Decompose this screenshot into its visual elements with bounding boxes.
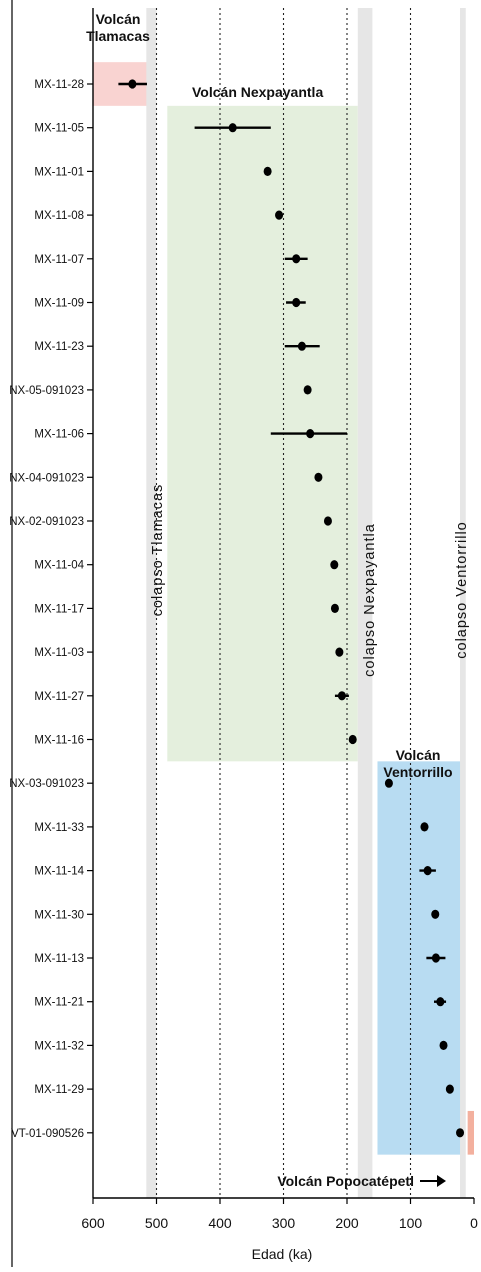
x-axis-title: Edad (ka) (252, 1246, 313, 1262)
x-tick-label: 500 (145, 1215, 169, 1231)
label-layer: Volcán Tlamacas Volcán Nexpayantla Volcán Ve… (86, 11, 470, 1189)
data-point (456, 1128, 465, 1138)
sample-label: MX-11-32 (34, 1040, 84, 1052)
collapse-label-tlamacas: colapso Tlamacas (150, 484, 166, 617)
sample-label: MX-11-28 (34, 79, 84, 91)
sample-label: MX-11-13 (34, 953, 84, 965)
data-point (292, 297, 301, 308)
data-point (314, 472, 323, 482)
data-layer (118, 79, 465, 1138)
data-point (439, 1040, 448, 1050)
sample-label: MX-11-16 (34, 735, 84, 747)
region-label-nexpayantla: Volcán Nexpayantla (192, 84, 323, 100)
sample-label: MX-11-29 (34, 1084, 84, 1096)
sample-label: NX-04-091023 (9, 472, 84, 484)
data-point (263, 166, 272, 176)
sample-label: MX-11-07 (34, 254, 84, 266)
sample-label: MX-11-08 (34, 210, 84, 222)
data-point (297, 341, 306, 351)
sample-label: MX-11-01 (34, 166, 84, 178)
region-popocatepetl (467, 1110, 474, 1155)
sample-label: MX-11-33 (34, 822, 84, 834)
sample-label: MX-11-23 (34, 341, 84, 353)
sample-label: MX-11-06 (34, 429, 84, 441)
collapse-band-layer (146, 8, 466, 1198)
data-point (306, 429, 315, 439)
sample-label: NX-05-091023 (9, 385, 84, 397)
collapse-label-ventorrillo: colapso Ventorrillo (454, 521, 470, 659)
collapse-label-nexpayantla: colapso Nexpayantla (362, 523, 378, 677)
sample-label: MX-11-04 (34, 560, 84, 572)
data-point (275, 210, 284, 220)
sample-label: VT-01-090526 (11, 1128, 84, 1140)
x-tick-label: 600 (81, 1215, 105, 1231)
data-point (436, 997, 445, 1007)
data-point (303, 385, 312, 395)
x-tick-label: 0 (470, 1215, 478, 1231)
sample-label: MX-11-03 (34, 647, 84, 659)
x-tick-label: 100 (399, 1215, 423, 1231)
x-tick-label: 200 (335, 1215, 359, 1231)
data-point (431, 909, 440, 919)
data-point (431, 953, 440, 963)
sample-label: MX-11-05 (34, 123, 84, 135)
x-tick-label: 300 (272, 1215, 296, 1231)
data-point (337, 691, 346, 701)
data-point (330, 560, 339, 570)
sample-label: MX-11-27 (34, 691, 84, 703)
axis-layer: 600 500 400 300 200 100 0 MX-11-28 MX-11-05 MX-11… (9, 0, 478, 1267)
data-point (420, 822, 429, 832)
sample-label: MX-11-30 (34, 909, 84, 921)
sample-label: MX-11-14 (34, 866, 84, 878)
region-label-popocatepetl: Volcán Popocatépetl (277, 1173, 414, 1189)
grid-layer (155, 8, 412, 1198)
data-point (323, 516, 332, 526)
region-label-tlamacas: Volcán Tlamacas (86, 11, 150, 44)
data-point (335, 647, 344, 657)
collapse-band-tlamacas (146, 8, 157, 1198)
data-point (445, 1084, 454, 1094)
data-point (292, 254, 301, 264)
data-point (423, 866, 432, 876)
data-point (384, 778, 393, 788)
data-point (330, 603, 339, 614)
sample-label: NX-02-091023 (9, 516, 84, 528)
sample-label: MX-11-09 (34, 298, 84, 310)
data-point (128, 79, 137, 89)
region-label-ventorrillo: Volcán Ventorrillo (383, 747, 452, 780)
sample-label: MX-11-17 (34, 603, 84, 615)
sample-label: NX-03-091023 (9, 778, 84, 790)
x-tick-label: 400 (208, 1215, 232, 1231)
collapse-band-ventorrillo (460, 8, 466, 1198)
sample-label: MX-11-21 (34, 997, 84, 1009)
popocatepetl-arrow-head (437, 1175, 446, 1187)
region-ventorrillo (377, 761, 462, 1155)
data-point (228, 123, 237, 133)
data-point (348, 734, 357, 745)
collapse-band-nexpayantla (357, 8, 373, 1198)
